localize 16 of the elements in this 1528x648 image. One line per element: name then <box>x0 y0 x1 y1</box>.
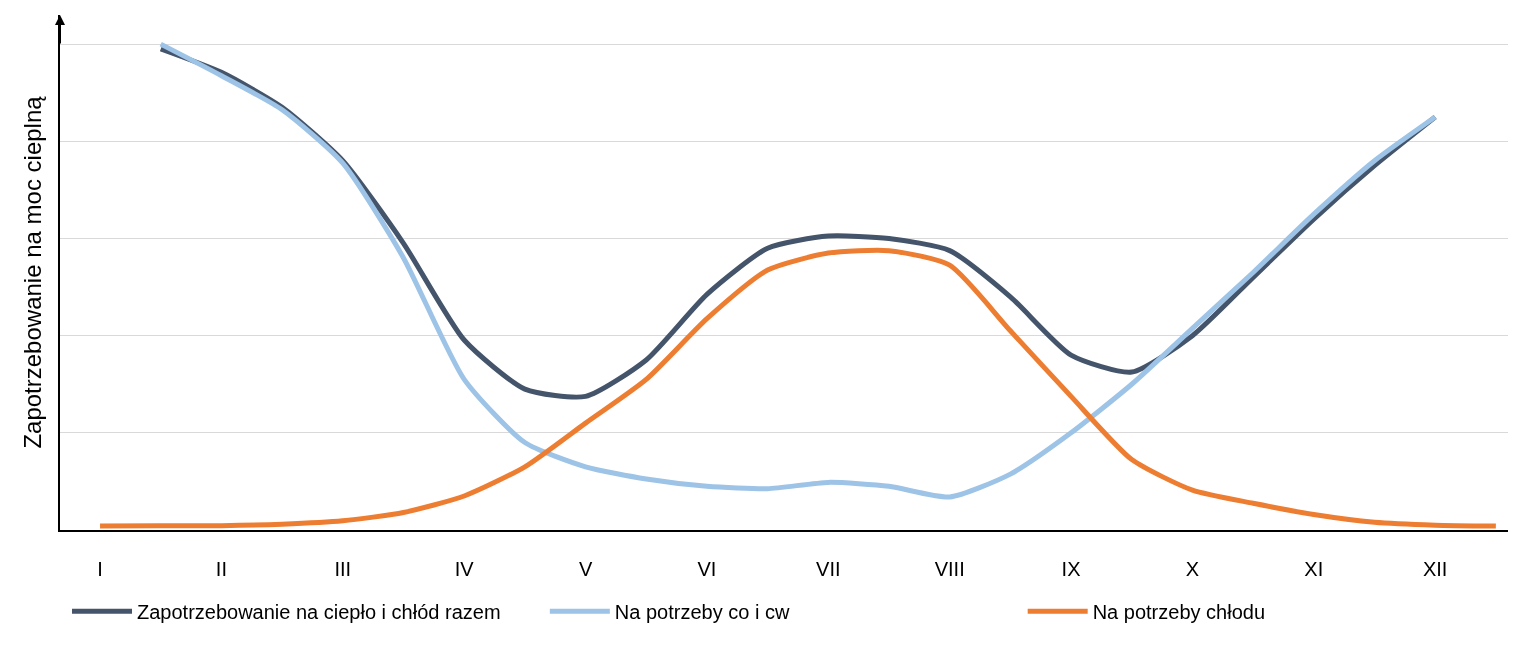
x-tick-label: II <box>215 558 227 580</box>
x-tick-label: VIII <box>934 558 965 580</box>
x-tick-label: V <box>578 558 593 580</box>
x-tick-label: VI <box>697 558 717 580</box>
x-tick-label: I <box>97 558 103 580</box>
x-tick-label: XII <box>1422 558 1448 580</box>
x-tick-label: XI <box>1304 558 1324 580</box>
x-tick-label: VII <box>816 558 841 580</box>
x-tick-label: X <box>1185 558 1200 580</box>
x-tick-label: III <box>334 558 352 580</box>
x-tick-label: IV <box>454 558 475 580</box>
x-tick-label: IX <box>1061 558 1081 580</box>
legend-label: Zapotrzebowanie na ciepło i chłód razem <box>137 601 501 624</box>
legend-label: Na potrzeby chłodu <box>1092 601 1266 624</box>
legend-label: Na potrzeby co i cw <box>614 601 790 624</box>
y-axis-title: Zapotrzebowanie na moc cieplną <box>18 95 46 449</box>
